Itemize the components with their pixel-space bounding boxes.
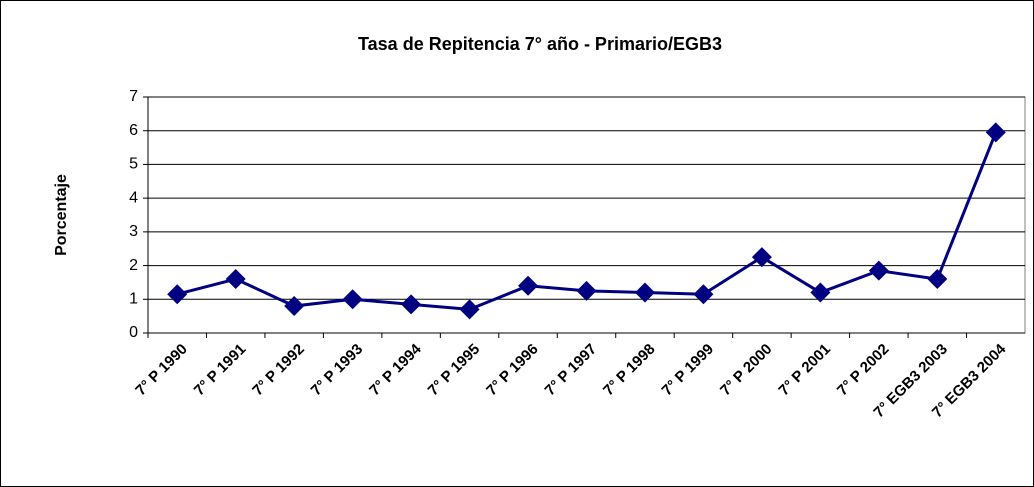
marker: [167, 284, 188, 305]
marker: [751, 247, 772, 268]
marker: [634, 282, 655, 303]
y-tick-label: 0: [129, 324, 138, 341]
y-tick-label: 3: [129, 223, 138, 240]
marker: [810, 282, 831, 303]
marker: [518, 275, 539, 296]
y-tick-label: 7: [129, 88, 138, 105]
marker: [576, 280, 597, 301]
marker: [985, 122, 1006, 143]
y-tick-label: 2: [129, 257, 138, 274]
chart-title: Tasa de Repitencia 7° año - Primario/EGB…: [358, 34, 722, 54]
y-tick-label: 6: [129, 122, 138, 139]
y-tick-label: 1: [129, 291, 138, 308]
marker: [927, 269, 948, 290]
marker: [342, 289, 363, 310]
marker: [868, 260, 889, 281]
y-tick-label: 4: [129, 189, 138, 206]
y-tick-label: 5: [129, 156, 138, 173]
marker: [459, 299, 480, 320]
y-axis-label: Porcentaje: [53, 174, 70, 256]
marker: [693, 284, 714, 305]
marker: [284, 296, 305, 317]
marker: [401, 294, 422, 315]
marker: [225, 269, 246, 290]
